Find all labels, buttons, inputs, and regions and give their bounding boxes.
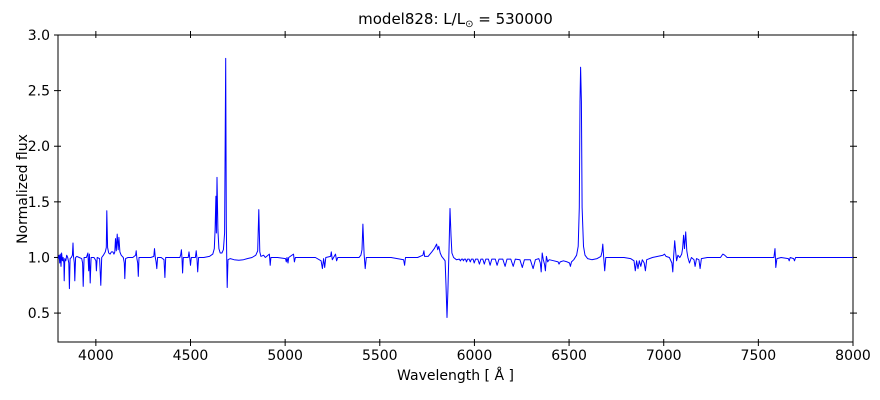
y-tick-label: 1.0	[28, 250, 50, 266]
y-tick-label: 3.0	[28, 28, 50, 44]
x-axis-label: Wavelength [ Å ]	[397, 368, 514, 384]
y-axis-label: Normalized flux	[15, 134, 31, 244]
chart-title: model828: L/L⊙ = 530000	[58, 10, 853, 30]
chart-title-prefix: model828: L/L	[358, 10, 466, 28]
x-tick-label: 6500	[551, 348, 587, 364]
x-tick-label: 7000	[646, 348, 682, 364]
y-tick-label: 0.5	[28, 306, 50, 322]
y-tick-label: 2.0	[28, 139, 50, 155]
x-tick-label: 5000	[267, 348, 303, 364]
y-tick-label: 2.5	[28, 84, 50, 100]
sun-symbol: ⊙	[465, 19, 474, 30]
y-tick-label: 1.5	[28, 195, 50, 211]
x-tick-label: 4500	[173, 348, 209, 364]
x-tick-label: 4000	[78, 348, 114, 364]
x-tick-label: 7500	[741, 348, 777, 364]
x-tick-label: 8000	[835, 348, 871, 364]
x-tick-label: 6000	[457, 348, 493, 364]
plot-frame	[57, 34, 854, 343]
chart-title-suffix: = 530000	[473, 10, 553, 28]
x-tick-label: 5500	[362, 348, 398, 364]
spectrum-line	[57, 57, 853, 318]
